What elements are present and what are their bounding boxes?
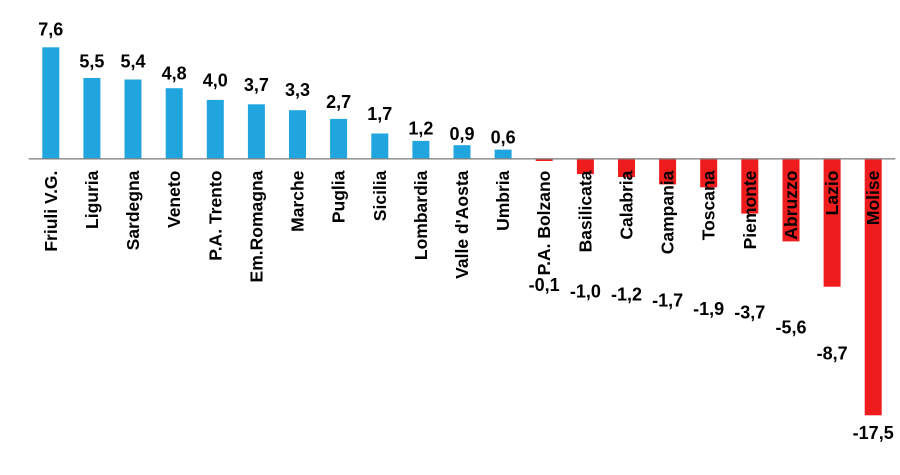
svg-text:Veneto: Veneto	[164, 171, 184, 228]
svg-text:0,6: 0,6	[491, 127, 516, 147]
svg-text:Calabria: Calabria	[617, 170, 637, 239]
svg-text:Liguria: Liguria	[82, 170, 102, 229]
svg-text:Marche: Marche	[288, 170, 308, 232]
svg-text:-3,7: -3,7	[734, 302, 765, 322]
svg-text:Toscana: Toscana	[699, 170, 719, 240]
svg-text:-1,7: -1,7	[652, 291, 683, 311]
svg-text:Abruzzo: Abruzzo	[781, 171, 801, 240]
svg-text:4,8: 4,8	[162, 64, 187, 84]
svg-text:Valle d'Aosta: Valle d'Aosta	[452, 170, 472, 278]
svg-text:Lombardia: Lombardia	[411, 170, 431, 260]
svg-text:1,2: 1,2	[408, 119, 433, 139]
svg-text:-17,5: -17,5	[853, 423, 894, 443]
svg-text:Friuli V.G.: Friuli V.G.	[41, 171, 61, 252]
svg-text:Em.Romagna: Em.Romagna	[246, 170, 266, 282]
svg-text:Sicilia: Sicilia	[370, 170, 390, 221]
svg-text:3,3: 3,3	[285, 80, 310, 100]
svg-text:5,5: 5,5	[79, 51, 104, 71]
svg-text:0,9: 0,9	[449, 124, 474, 144]
svg-text:-1,2: -1,2	[611, 285, 642, 305]
svg-text:7,6: 7,6	[38, 20, 63, 40]
svg-text:Molise: Molise	[863, 170, 883, 225]
svg-text:-5,6: -5,6	[775, 317, 806, 337]
svg-text:2,7: 2,7	[326, 92, 351, 112]
svg-text:Lazio: Lazio	[822, 171, 842, 216]
svg-text:Basilicata: Basilicata	[575, 170, 595, 252]
svg-text:-0,1: -0,1	[529, 275, 560, 295]
svg-text:4,0: 4,0	[203, 71, 228, 91]
svg-text:3,7: 3,7	[244, 75, 269, 95]
svg-text:P.A. Trento: P.A. Trento	[205, 171, 225, 261]
svg-text:-1,0: -1,0	[570, 282, 601, 302]
svg-text:Campania: Campania	[658, 170, 678, 254]
svg-text:Sardegna: Sardegna	[123, 170, 143, 250]
svg-text:P.A. Bolzano: P.A. Bolzano	[534, 171, 554, 276]
svg-text:Piemonte: Piemonte	[740, 170, 760, 249]
svg-text:-8,7: -8,7	[817, 343, 848, 363]
svg-text:-1,9: -1,9	[693, 299, 724, 319]
svg-text:Umbria: Umbria	[493, 170, 513, 231]
svg-text:Puglia: Puglia	[329, 170, 349, 223]
svg-text:5,4: 5,4	[120, 52, 145, 72]
svg-text:1,7: 1,7	[367, 104, 392, 124]
